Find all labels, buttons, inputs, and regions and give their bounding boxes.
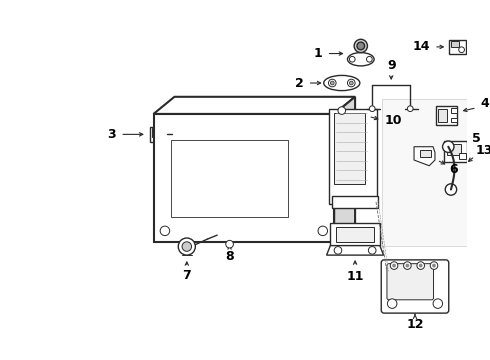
Circle shape: [178, 238, 196, 255]
Text: 2: 2: [294, 77, 303, 90]
Polygon shape: [414, 147, 435, 166]
Circle shape: [334, 247, 342, 254]
Circle shape: [390, 262, 398, 269]
Text: 9: 9: [387, 59, 395, 72]
Circle shape: [328, 79, 336, 87]
Bar: [330, 223, 380, 246]
Bar: [334, 113, 365, 184]
Text: 4: 4: [480, 98, 489, 111]
Text: 5: 5: [472, 132, 481, 145]
Text: 8: 8: [225, 249, 234, 262]
Circle shape: [160, 226, 170, 236]
Bar: [150, 127, 167, 142]
Circle shape: [368, 247, 376, 254]
FancyBboxPatch shape: [381, 260, 449, 313]
Bar: [444, 141, 467, 162]
Ellipse shape: [324, 75, 360, 91]
Text: 1: 1: [314, 47, 322, 60]
Bar: [451, 118, 457, 122]
Polygon shape: [334, 97, 355, 242]
Text: 12: 12: [406, 318, 424, 331]
Circle shape: [417, 262, 424, 269]
Circle shape: [338, 107, 345, 114]
Bar: [447, 144, 461, 155]
Circle shape: [349, 57, 355, 62]
Bar: [336, 226, 374, 242]
FancyBboxPatch shape: [387, 264, 434, 300]
Circle shape: [330, 81, 334, 85]
Bar: [171, 140, 288, 217]
Text: 13: 13: [476, 144, 490, 157]
Bar: [449, 40, 466, 54]
Circle shape: [430, 262, 438, 269]
Circle shape: [182, 242, 192, 251]
Bar: [438, 109, 447, 122]
Circle shape: [404, 262, 411, 269]
Circle shape: [388, 299, 397, 309]
Text: 14: 14: [413, 40, 430, 53]
Circle shape: [226, 240, 233, 248]
Bar: [382, 99, 486, 246]
Circle shape: [445, 184, 457, 195]
Text: 3: 3: [107, 128, 116, 141]
Circle shape: [318, 226, 327, 236]
Polygon shape: [153, 97, 355, 114]
Polygon shape: [326, 246, 384, 255]
Circle shape: [406, 264, 409, 267]
Text: 7: 7: [182, 269, 191, 282]
Circle shape: [432, 264, 436, 267]
Circle shape: [407, 106, 413, 112]
Circle shape: [349, 81, 353, 85]
Bar: [451, 41, 459, 47]
Circle shape: [459, 47, 465, 53]
Bar: [436, 106, 457, 125]
Bar: [329, 109, 377, 204]
Bar: [153, 114, 334, 242]
Text: 6: 6: [450, 163, 458, 176]
Bar: [151, 128, 165, 137]
Circle shape: [367, 57, 372, 62]
Circle shape: [357, 42, 365, 50]
Circle shape: [369, 106, 375, 112]
Ellipse shape: [347, 53, 374, 66]
Bar: [451, 108, 457, 113]
Circle shape: [433, 299, 442, 309]
Text: 10: 10: [384, 114, 402, 127]
Circle shape: [442, 141, 454, 152]
Circle shape: [392, 264, 396, 267]
Text: 11: 11: [346, 270, 364, 283]
Bar: [332, 196, 378, 208]
Bar: [459, 153, 466, 159]
Bar: [420, 149, 431, 157]
Circle shape: [354, 39, 368, 53]
Circle shape: [419, 264, 422, 267]
Circle shape: [347, 79, 355, 87]
